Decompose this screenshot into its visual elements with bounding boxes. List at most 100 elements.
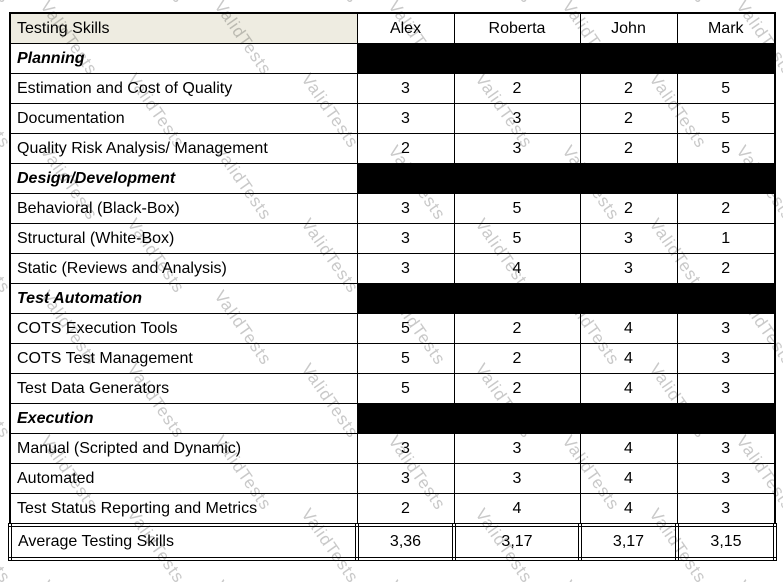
score-cell: 4 — [579, 463, 678, 494]
score-cell: 2 — [579, 133, 678, 164]
watermark-text: ValidTests — [732, 577, 783, 582]
section-row-design-development: Design/Development — [9, 163, 776, 194]
score-cell: 2 — [453, 343, 581, 374]
score-cell: 3 — [356, 193, 455, 224]
score-cell: 2 — [579, 103, 678, 134]
table-header-roberta: Roberta — [453, 12, 581, 44]
skills-matrix-sheet: Testing Skills Alex Roberta John Mark Pl… — [8, 12, 777, 561]
table-row: Test Status Reporting and Metrics 2 4 4 … — [9, 493, 776, 526]
table-row: Estimation and Cost of Quality 3 2 2 5 — [9, 73, 776, 104]
score-cell: 3 — [356, 253, 455, 284]
score-cell: 3 — [676, 463, 776, 494]
table-row: Static (Reviews and Analysis) 3 4 3 2 — [9, 253, 776, 284]
skill-label: COTS Execution Tools — [9, 313, 358, 344]
watermark-text: ValidTests — [123, 0, 188, 7]
score-cell: 3 — [356, 103, 455, 134]
score-cell: 3 — [453, 433, 581, 464]
score-cell: 3 — [579, 223, 678, 254]
score-cell: 3 — [676, 433, 776, 464]
table-row: Automated 3 3 4 3 — [9, 463, 776, 494]
section-title: Test Automation — [9, 283, 358, 314]
header-row: Testing Skills Alex Roberta John Mark — [9, 12, 776, 44]
average-row: Average Testing Skills 3,36 3,17 3,17 3,… — [8, 523, 777, 561]
table-row: Behavioral (Black-Box) 3 5 2 2 — [9, 193, 776, 224]
score-cell: 2 — [356, 493, 455, 526]
section-row-test-automation: Test Automation — [9, 283, 776, 314]
average-label: Average Testing Skills — [8, 523, 359, 561]
skill-label: Structural (White-Box) — [9, 223, 358, 254]
watermark-text: ValidTests — [558, 577, 623, 582]
score-cell: 3 — [676, 343, 776, 374]
table-row: Structural (White-Box) 3 5 3 1 — [9, 223, 776, 254]
watermark-text: ValidTests — [645, 0, 710, 7]
score-cell: 2 — [356, 133, 455, 164]
score-cell: 5 — [356, 343, 455, 374]
watermark-text: ValidTests — [384, 577, 449, 582]
score-cell: 5 — [676, 103, 776, 134]
section-title: Execution — [9, 403, 358, 434]
skill-label: Automated — [9, 463, 358, 494]
section-black-bar — [356, 403, 776, 434]
section-row-planning: Planning — [9, 43, 776, 74]
table-row: Manual (Scripted and Dynamic) 3 3 4 3 — [9, 433, 776, 464]
score-cell: 3 — [676, 373, 776, 404]
table-row: COTS Execution Tools 5 2 4 3 — [9, 313, 776, 344]
watermark-text: ValidTests — [471, 0, 536, 7]
score-cell: 4 — [579, 433, 678, 464]
table-header-testing-skills: Testing Skills — [9, 12, 358, 44]
table-header-mark: Mark — [676, 12, 776, 44]
score-cell: 3 — [453, 463, 581, 494]
skill-label: Test Data Generators — [9, 373, 358, 404]
table-header-john: John — [579, 12, 678, 44]
score-cell: 4 — [579, 313, 678, 344]
score-cell: 2 — [579, 73, 678, 104]
score-cell: 4 — [579, 343, 678, 374]
average-score-cell: 3,15 — [675, 523, 777, 561]
table-row: Test Data Generators 5 2 4 3 — [9, 373, 776, 404]
watermark-text: ValidTests — [0, 0, 14, 7]
score-cell: 5 — [676, 133, 776, 164]
table-row: Documentation 3 3 2 5 — [9, 103, 776, 134]
watermark-text: ValidTests — [36, 577, 101, 582]
score-cell: 5 — [453, 193, 581, 224]
score-cell: 5 — [676, 73, 776, 104]
score-cell: 3 — [356, 223, 455, 254]
score-cell: 3 — [676, 313, 776, 344]
score-cell: 3 — [356, 433, 455, 464]
table-row: Quality Risk Analysis/ Management 2 3 2 … — [9, 133, 776, 164]
section-black-bar — [356, 43, 776, 74]
skill-label: Manual (Scripted and Dynamic) — [9, 433, 358, 464]
score-cell: 3 — [453, 103, 581, 134]
skill-label: Static (Reviews and Analysis) — [9, 253, 358, 284]
score-cell: 3 — [453, 133, 581, 164]
section-black-bar — [356, 283, 776, 314]
score-cell: 4 — [579, 373, 678, 404]
skill-label: COTS Test Management — [9, 343, 358, 374]
skill-label: Documentation — [9, 103, 358, 134]
score-cell: 3 — [356, 73, 455, 104]
watermark-text: ValidTests — [297, 0, 362, 7]
score-cell: 5 — [356, 373, 455, 404]
average-score-cell: 3,17 — [452, 523, 582, 561]
score-cell: 2 — [579, 193, 678, 224]
section-row-execution: Execution — [9, 403, 776, 434]
score-cell: 2 — [453, 73, 581, 104]
score-cell: 2 — [453, 373, 581, 404]
table-header-alex: Alex — [356, 12, 455, 44]
score-cell: 5 — [453, 223, 581, 254]
skill-label: Estimation and Cost of Quality — [9, 73, 358, 104]
score-cell: 4 — [453, 253, 581, 284]
skill-label: Quality Risk Analysis/ Management — [9, 133, 358, 164]
skill-label: Behavioral (Black-Box) — [9, 193, 358, 224]
score-cell: 4 — [579, 493, 678, 526]
skill-label: Test Status Reporting and Metrics — [9, 493, 358, 526]
testing-skills-table: Testing Skills Alex Roberta John Mark Pl… — [8, 12, 777, 561]
score-cell: 2 — [676, 193, 776, 224]
average-score-cell: 3,17 — [578, 523, 679, 561]
score-cell: 3 — [356, 463, 455, 494]
score-cell: 2 — [676, 253, 776, 284]
score-cell: 5 — [356, 313, 455, 344]
table-row: COTS Test Management 5 2 4 3 — [9, 343, 776, 374]
watermark-text: ValidTests — [210, 577, 275, 582]
average-score-cell: 3,36 — [355, 523, 456, 561]
